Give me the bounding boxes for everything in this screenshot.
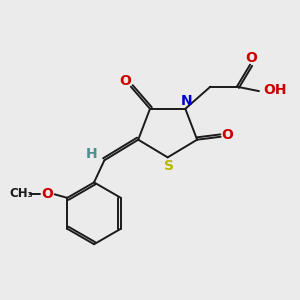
Text: O: O (246, 51, 257, 65)
Text: O: O (221, 128, 233, 142)
Text: H: H (86, 147, 98, 161)
Text: CH₃: CH₃ (9, 187, 33, 200)
Text: O: O (119, 74, 131, 88)
Text: OH: OH (263, 82, 287, 97)
Text: O: O (41, 187, 53, 201)
Text: S: S (164, 159, 174, 172)
Text: N: N (181, 94, 193, 107)
